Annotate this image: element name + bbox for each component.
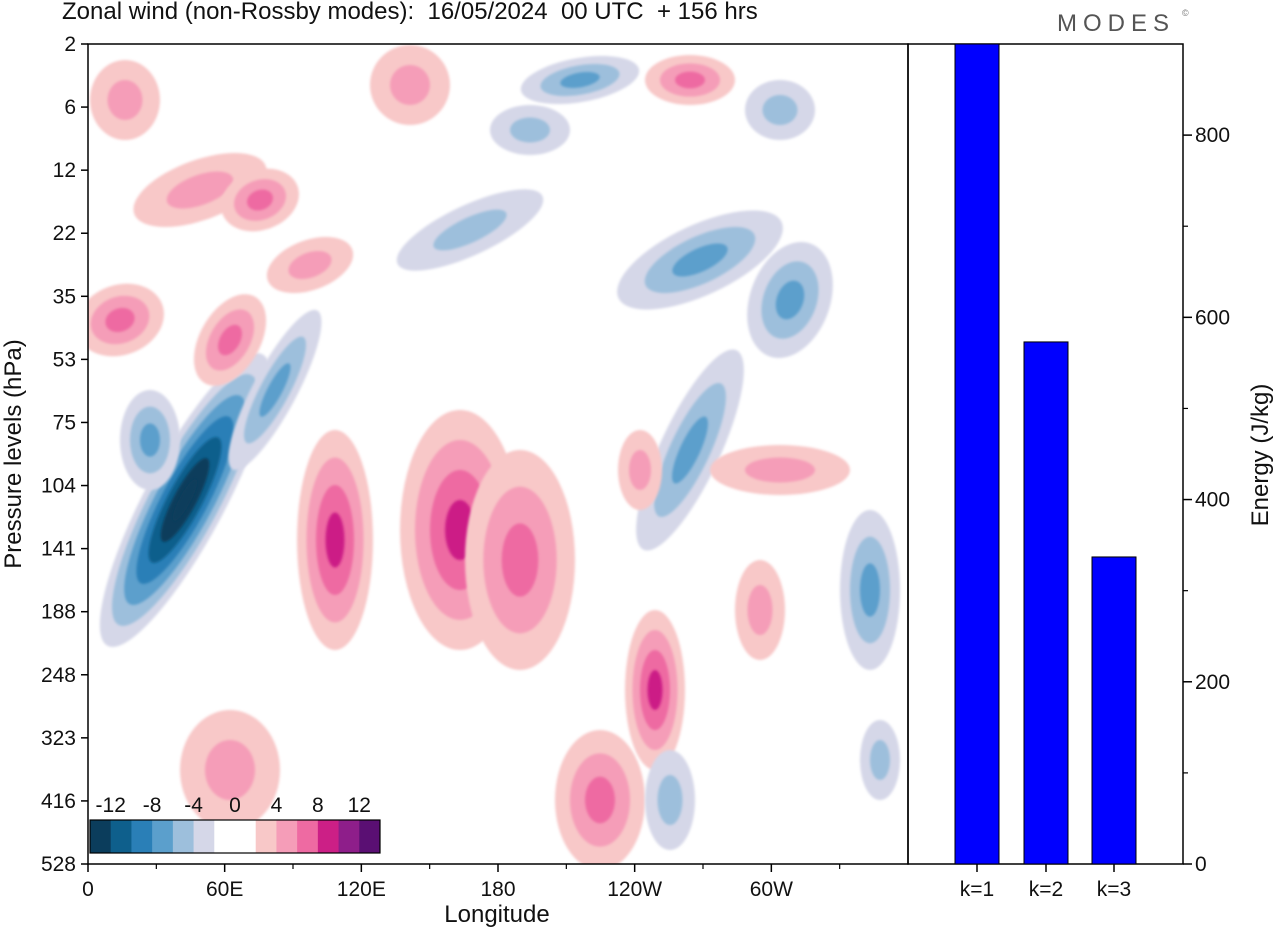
bar-category-label: k=3 [1097, 878, 1131, 901]
y-tick-label: 12 [53, 159, 76, 182]
y-tick-label: 141 [41, 538, 76, 561]
anomaly-contour-24-1 [510, 117, 550, 143]
anomaly-contour-21-2 [775, 280, 805, 320]
energy-tick-label: 800 [1195, 124, 1230, 147]
anomaly-contour-10-2 [860, 563, 880, 617]
anomaly-contour-15-2 [247, 189, 273, 211]
colorbar-label: 0 [229, 794, 241, 817]
anomaly-contour-14-1 [166, 171, 234, 209]
bar-category-label: k=1 [960, 878, 994, 901]
energy-tick-label: 200 [1195, 671, 1230, 694]
colorbar-swatch [214, 820, 236, 853]
y-tick-label: 6 [64, 96, 76, 119]
colorbar-legend: -12 -8 -4 0 4 8 12 [89, 794, 381, 854]
y-tick-label: 35 [53, 285, 76, 308]
colorbar-swatch [110, 820, 132, 853]
anomaly-contour-12-2 [105, 307, 135, 333]
y-tick-label: 248 [41, 664, 76, 687]
colorbar-swatch [317, 820, 340, 853]
heatmap-field [88, 45, 900, 864]
anomaly-contour-7-3 [647, 670, 663, 710]
anomaly-contour-9-2 [672, 243, 728, 277]
colorbar-swatch [152, 820, 174, 853]
colorbar-swatch [235, 820, 257, 853]
anomaly-contour-13-2 [217, 324, 243, 356]
anomaly-contour-27-1 [745, 457, 815, 483]
colorbar-swatch [193, 820, 215, 853]
energy-axis-title: Energy (J/kg) [1247, 384, 1274, 527]
colorbar-label: -4 [184, 794, 203, 817]
energy-bar-2 [1023, 341, 1069, 865]
anomaly-contour-6-2 [585, 776, 615, 824]
y-axis-title: Pressure levels (hPa) [0, 339, 27, 568]
colorbar-label: 4 [271, 794, 283, 817]
colorbar-label: -8 [143, 794, 162, 817]
anomaly-contour-8-2 [672, 416, 708, 484]
bar-category-label: k=2 [1029, 878, 1063, 901]
colorbar-label: -12 [96, 794, 126, 817]
energy-bar-panel: k=1 k=2 k=3 0 200 400 600 800 [907, 43, 1230, 901]
anomaly-contour-26-1 [657, 775, 683, 825]
anomaly-contour-29-1 [870, 740, 890, 780]
anomaly-contour-16-1 [433, 209, 507, 251]
colorbar-label: 12 [348, 794, 371, 817]
energy-tick-label: 0 [1195, 853, 1207, 876]
anomaly-contour-28-1 [747, 585, 773, 635]
colorbar-swatch [276, 820, 298, 853]
energy-bar-3 [1091, 556, 1137, 865]
y-tick-label: 22 [53, 222, 76, 245]
energy-tick-label: 600 [1195, 306, 1230, 329]
x-tick-label: 60W [750, 878, 793, 901]
modes-logo: MODES [1057, 10, 1176, 37]
y-tick-label: 528 [41, 853, 76, 876]
colorbar-swatch [172, 820, 195, 853]
colorbar-swatch [338, 820, 360, 853]
anomaly-contour-22-1 [107, 80, 143, 120]
heatmap-axes: 0 60E 120E 180 120W 60W 2 6 12 22 35 53 75 104 141 188 2… [41, 33, 841, 901]
x-tick-label: 120W [607, 878, 662, 901]
colorbar-swatch [359, 820, 381, 853]
anomaly-contour-17-2 [560, 71, 600, 89]
anomaly-contour-1-2 [140, 423, 160, 457]
anomaly-contour-3-3 [325, 512, 345, 568]
y-tick-label: 75 [53, 411, 76, 434]
colorbar-label: 8 [312, 794, 324, 817]
anomaly-contour-11-1 [629, 450, 651, 490]
y-tick-label: 188 [41, 601, 76, 624]
colorbar-swatch [90, 820, 112, 853]
anomaly-contour-25-1 [205, 740, 255, 800]
colorbar-swatch [297, 820, 319, 853]
chart-title: Zonal wind (non-Rossby modes): 16/05/202… [62, 0, 758, 25]
anomaly-contour-23-1 [762, 95, 798, 125]
anomaly-contour-2-2 [259, 363, 291, 417]
anomaly-contour-20-1 [288, 250, 332, 280]
copyright-mark: © [1182, 8, 1189, 18]
y-tick-label: 104 [41, 475, 76, 498]
x-axis-title: Longitude [444, 901, 549, 928]
colorbar-swatch [131, 820, 153, 853]
anomaly-contour-5-2 [501, 523, 539, 597]
anomaly-contour-18-2 [675, 71, 705, 89]
y-tick-label: 2 [64, 33, 76, 56]
anomaly-contour-19-1 [390, 65, 430, 105]
energy-tick-label: 400 [1195, 489, 1230, 512]
y-tick-label: 53 [53, 348, 76, 371]
x-tick-label: 120E [337, 878, 386, 901]
colorbar-frame [89, 819, 381, 854]
x-tick-label: 60E [206, 878, 243, 901]
colorbar-swatch [255, 820, 277, 853]
x-tick-label: 0 [82, 878, 94, 901]
y-tick-label: 416 [41, 790, 76, 813]
anomaly-contour-0-6 [172, 479, 198, 521]
y-tick-label: 323 [41, 727, 76, 750]
energy-bar-1 [954, 43, 1000, 865]
x-tick-label: 180 [480, 878, 515, 901]
